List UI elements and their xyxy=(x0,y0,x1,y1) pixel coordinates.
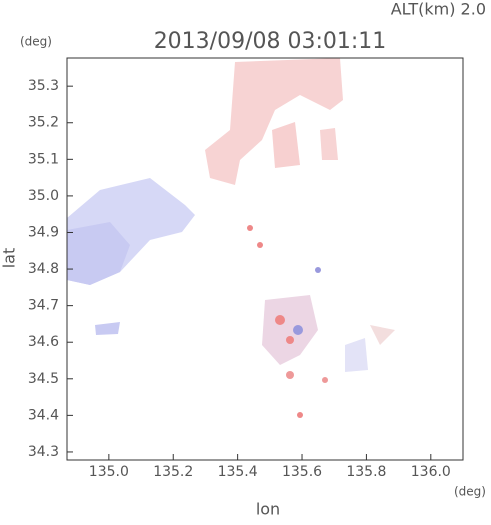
y-axis-label: lat xyxy=(0,248,19,269)
x-tick-label: 135.2 xyxy=(153,464,193,480)
y-tick-label: 34.9 xyxy=(28,224,59,240)
echo-blue xyxy=(293,325,303,335)
x-tick-label: 135.6 xyxy=(282,464,322,480)
y-tick-label: 35.3 xyxy=(28,78,59,94)
altitude-label: ALT(km) 2.0 xyxy=(391,0,486,19)
y-tick-label: 35.2 xyxy=(28,115,59,131)
x-tick-label: 135.4 xyxy=(218,464,258,480)
x-axis-label: lon xyxy=(256,500,280,519)
y-tick-label: 35.1 xyxy=(28,151,59,167)
x-tick-label: 135.8 xyxy=(346,464,386,480)
x-tick-label: 135.0 xyxy=(89,464,129,480)
chart-title: 2013/09/08 03:01:11 xyxy=(154,29,387,54)
echo-red xyxy=(247,225,253,231)
y-unit: (deg) xyxy=(20,35,52,49)
y-tick-label: 34.5 xyxy=(28,371,59,387)
echo-red xyxy=(286,371,294,379)
echo-blue xyxy=(95,322,120,335)
x-unit: (deg) xyxy=(454,485,486,499)
y-tick-label: 34.7 xyxy=(28,298,59,314)
echo-blue xyxy=(345,338,368,372)
echo-red xyxy=(272,122,300,168)
echo-red xyxy=(286,336,294,344)
y-tick-label: 34.4 xyxy=(28,407,59,423)
y-tick-label: 34.3 xyxy=(28,444,59,460)
echo-blue xyxy=(315,267,321,273)
y-tick-label: 35.0 xyxy=(28,188,59,204)
echo-red xyxy=(320,128,338,160)
echo-blue xyxy=(67,222,130,285)
y-tick-label: 34.8 xyxy=(28,261,59,277)
x-tick-label: 136.0 xyxy=(411,464,451,480)
echo-red xyxy=(257,242,263,248)
plot-frame xyxy=(66,57,464,461)
echo-mixed xyxy=(262,295,318,365)
echo-red xyxy=(370,325,395,345)
radar-echoes xyxy=(67,58,395,418)
y-tick-label: 34.6 xyxy=(28,334,59,350)
echo-red xyxy=(275,315,285,325)
echo-red xyxy=(205,58,343,185)
echo-red xyxy=(297,412,303,418)
echo-red xyxy=(322,377,328,383)
